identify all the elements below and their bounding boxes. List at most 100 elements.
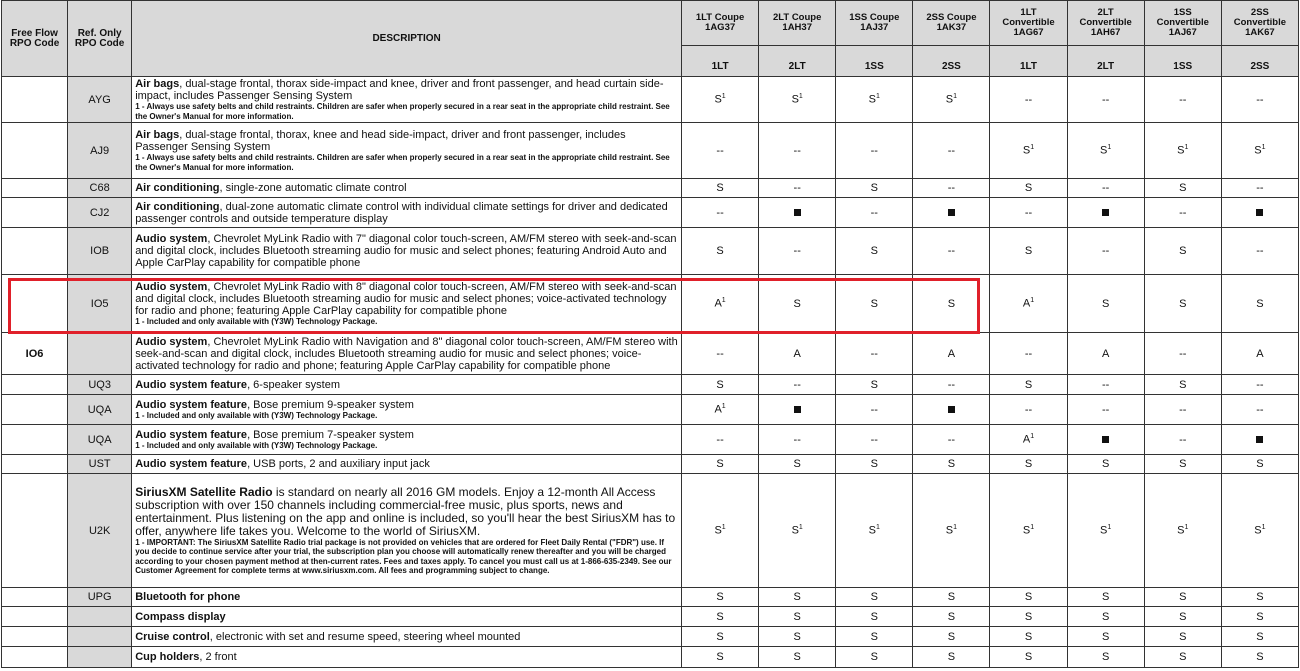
availability-cell: --: [835, 332, 914, 375]
availability-cell: --: [1066, 374, 1145, 395]
feature-text: , 6-speaker system: [247, 378, 340, 391]
availability-cell: --: [1220, 76, 1300, 123]
header-model: 2SS Coupe 1AK37: [912, 0, 991, 46]
availability-cell: S: [758, 587, 837, 607]
feature-title: Audio system feature: [135, 398, 248, 411]
free-flow-code: [0, 274, 69, 333]
feature-title: Cup holders: [135, 651, 200, 663]
availability-cell: S: [1143, 178, 1222, 198]
availability-cell: S: [835, 454, 914, 474]
footnote: 1 - Included and only available with (Y3…: [135, 410, 378, 420]
ref-code: UQA: [67, 424, 133, 455]
availability-cell: S: [835, 178, 914, 198]
description: Bluetooth for phone: [131, 587, 683, 607]
availability-cell: --: [989, 76, 1068, 123]
availability-cell: S: [835, 646, 914, 668]
availability-cell: S: [835, 606, 914, 627]
availability-cell: --: [1220, 374, 1300, 395]
availability-cell: S: [989, 626, 1068, 647]
availability-cell: S1: [681, 76, 760, 123]
feature-text: , single-zone automatic climate control: [219, 182, 407, 194]
availability-cell: S: [758, 274, 837, 333]
table-row: Cruise control, electronic with set and …: [0, 626, 1300, 647]
header-model: 1LT Convertible 1AG67: [989, 0, 1068, 46]
availability-cell: --: [835, 394, 914, 425]
description: Audio system, Chevrolet MyLink Radio wit…: [131, 227, 683, 275]
availability-cell: S: [1066, 626, 1145, 647]
feature-title: SiriusXM Satellite Radio: [135, 484, 273, 499]
feature-title: Audio system: [135, 335, 208, 348]
header-trim: 2SS: [1220, 45, 1300, 77]
availability-cell: S1: [912, 473, 991, 588]
availability-cell: [912, 197, 991, 228]
availability-cell: S1: [835, 473, 914, 588]
availability-cell: S: [758, 454, 837, 474]
description: Audio system, Chevrolet MyLink Radio wit…: [131, 332, 683, 375]
availability-cell: --: [681, 197, 760, 228]
table-row: UQA Audio system feature, Bose premium 7-…: [0, 424, 1300, 455]
ref-code: [67, 646, 133, 668]
table-row: UPG Bluetooth for phone S S S S S S S S: [0, 587, 1300, 607]
availability-cell: --: [758, 374, 837, 395]
availability-cell: [1066, 424, 1145, 455]
table-row: IOB Audio system, Chevrolet MyLink Radio …: [0, 227, 1300, 275]
feature-title: Air conditioning: [135, 200, 220, 213]
availability-cell: S1: [835, 76, 914, 123]
model-code: 1AH37: [782, 22, 812, 33]
availability-cell: S: [912, 587, 991, 607]
feature-text: is standard on nearly all 2016 GM models…: [135, 484, 676, 538]
description: Air conditioning, single-zone automatic …: [131, 178, 683, 198]
free-flow-code: [0, 76, 69, 123]
description: SiriusXM Satellite Radio is standard on …: [131, 473, 683, 588]
feature-title: Compass display: [135, 610, 226, 623]
availability-cell: A: [1220, 332, 1300, 375]
availability-cell: S: [1143, 626, 1222, 647]
table-row: U2K SiriusXM Satellite Radio is standard …: [0, 473, 1300, 588]
square-icon: [1102, 208, 1110, 216]
availability-cell: --: [835, 197, 914, 228]
availability-cell: --: [1143, 197, 1222, 228]
table-row: IO5 Audio system, Chevrolet MyLink Radio …: [0, 274, 1300, 333]
description: Air bags, dual-stage frontal, thorax, kn…: [131, 122, 683, 179]
availability-cell: S: [835, 227, 914, 275]
availability-cell: S: [1143, 646, 1222, 668]
availability-cell: S: [758, 606, 837, 627]
table-row: IO6 Audio system, Chevrolet MyLink Radio …: [0, 332, 1300, 375]
availability-cell: --: [835, 424, 914, 455]
header-model: 1SS Convertible 1AJ67: [1143, 0, 1222, 46]
feature-title: Air bags: [135, 78, 180, 90]
availability-cell: S1: [1143, 473, 1222, 588]
model-name: 2LT Coupe: [773, 12, 822, 23]
availability-cell: S: [1066, 646, 1145, 668]
header-model: 1LT Coupe 1AG37: [681, 0, 760, 46]
description: Air conditioning, dual-zone automatic cl…: [131, 197, 683, 228]
free-flow-code: [0, 587, 69, 607]
model-name: 1LT Convertible: [1002, 7, 1055, 28]
availability-cell: S: [989, 646, 1068, 668]
model-name: 2SS Coupe: [926, 12, 977, 23]
description: Audio system feature, USB ports, 2 and a…: [131, 454, 683, 474]
header-trim: 1LT: [681, 45, 760, 77]
availability-cell: S: [835, 374, 914, 395]
availability-cell: --: [1066, 394, 1145, 425]
availability-cell: A1: [989, 274, 1068, 333]
availability-cell: --: [989, 197, 1068, 228]
table-row: CJ2 Air conditioning, dual-zone automatic…: [0, 197, 1300, 228]
availability-cell: S1: [758, 76, 837, 123]
availability-cell: --: [1143, 394, 1222, 425]
ref-code: U2K: [67, 473, 133, 588]
square-icon: [793, 208, 801, 216]
footnote: 1 - Always use safety belts and child re…: [135, 102, 670, 121]
availability-cell: [758, 394, 837, 425]
feature-title: Audio system feature: [135, 458, 248, 470]
free-flow-code: [0, 122, 69, 179]
square-icon: [947, 208, 955, 216]
ref-code: IO5: [67, 274, 133, 333]
availability-cell: [1220, 424, 1300, 455]
availability-cell: S: [1066, 606, 1145, 627]
model-code: 1AH67: [1090, 27, 1121, 38]
availability-cell: --: [912, 227, 991, 275]
availability-cell: S: [681, 178, 760, 198]
availability-cell: [1066, 197, 1145, 228]
ref-code: [67, 606, 133, 627]
